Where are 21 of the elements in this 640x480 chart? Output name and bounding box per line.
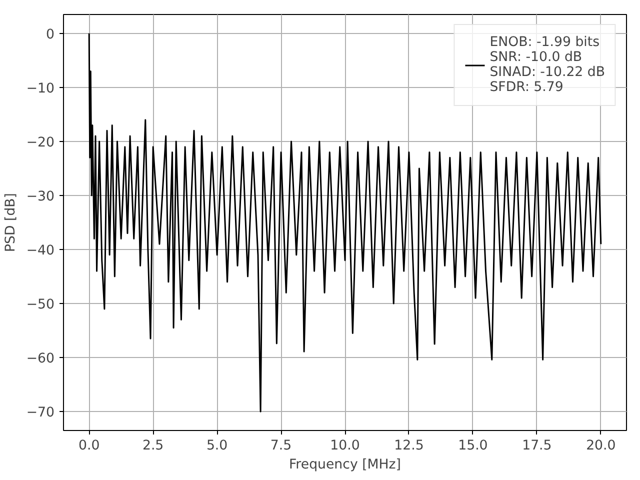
y-tick-label: 0 xyxy=(46,27,55,42)
line-series xyxy=(88,32,602,412)
x-tick-label: 5.0 xyxy=(206,438,228,454)
y-axis-title: PSD [dB] xyxy=(3,192,18,252)
legend-label: ENOB: -1.99 bits SNR: -10.0 dB SINAD: -10.22 dB SFDR: 5.79 xyxy=(490,35,605,95)
y-tick-label: −60 xyxy=(26,352,55,367)
y-tick-label: −70 xyxy=(26,406,55,421)
x-tick-label: 17.5 xyxy=(522,438,552,454)
x-tick-label: 15.0 xyxy=(458,438,488,454)
x-tick-label: 2.5 xyxy=(142,438,164,454)
x-tick-label: 0.0 xyxy=(78,438,100,454)
x-tick-label: 10.0 xyxy=(330,438,360,454)
y-tick-label: −40 xyxy=(26,244,55,259)
y-tick-label: −20 xyxy=(26,135,55,150)
x-axis-title: Frequency [MHz] xyxy=(288,458,402,472)
y-tick-label: −30 xyxy=(26,189,55,204)
x-tick-label: 12.5 xyxy=(394,438,424,454)
x-tick-label: 20.0 xyxy=(586,438,616,454)
x-tick-label: 7.5 xyxy=(270,438,292,454)
y-tick-label: −50 xyxy=(26,298,55,313)
y-tick-label: −10 xyxy=(26,81,55,96)
